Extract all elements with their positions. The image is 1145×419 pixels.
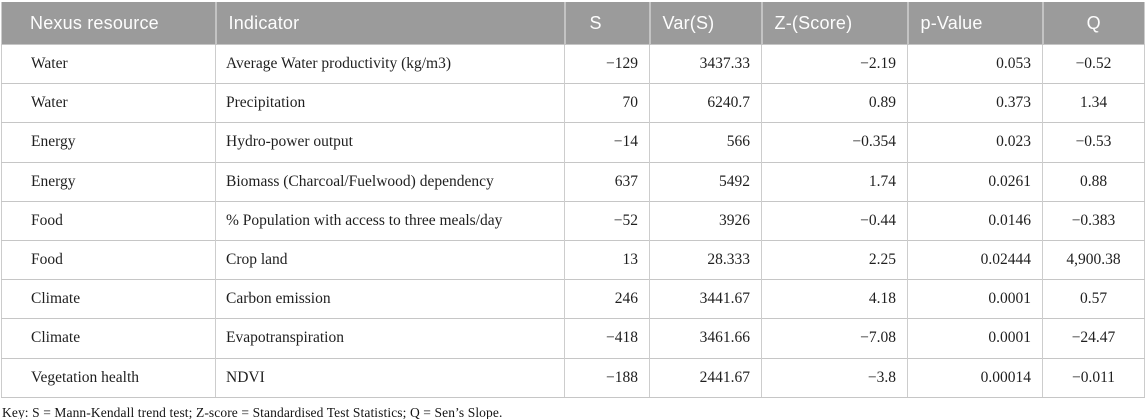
- mann-kendall-results-table: Nexus resource Indicator S Var(S) Z-(Sco…: [1, 2, 1145, 398]
- table-row: Water Precipitation 70 6240.7 0.89 0.373 1.34: [1, 83, 1145, 123]
- cell-q: −0.383: [1042, 200, 1145, 241]
- cell-s: −418: [564, 318, 650, 358]
- cell-q: −0.52: [1042, 43, 1145, 84]
- cell-var: 5492: [649, 161, 762, 202]
- cell-var: 3461.66: [649, 318, 762, 358]
- table-row: Water Average Water productivity (kg/m3) −…: [1, 43, 1145, 84]
- cell-q: −0.011: [1042, 357, 1145, 398]
- cell-q: 0.88: [1042, 161, 1145, 202]
- cell-resource: Energy: [1, 161, 216, 202]
- cell-s: 70: [564, 83, 650, 123]
- table-row: Energy Hydro-power output −14 566 −0.354 0.02…: [1, 122, 1145, 163]
- cell-z: −0.44: [761, 200, 908, 241]
- cell-p: 0.0001: [907, 318, 1043, 358]
- cell-var: 3441.67: [649, 279, 762, 319]
- cell-var: 6240.7: [649, 83, 762, 123]
- column-header-z-score: Z-(Score): [760, 2, 908, 45]
- cell-resource: Energy: [1, 122, 216, 163]
- cell-var: 566: [649, 122, 762, 163]
- table-row: Vegetation health NDVI −188 2441.67 −3.8 0.00…: [1, 357, 1145, 398]
- cell-p: 0.053: [907, 43, 1043, 84]
- cell-s: 246: [564, 279, 650, 319]
- column-header-nexus-resource: Nexus resource: [1, 2, 216, 45]
- cell-z: 4.18: [761, 279, 908, 319]
- cell-s: 637: [564, 161, 650, 202]
- cell-resource: Climate: [1, 318, 216, 358]
- table-header-row: Nexus resource Indicator S Var(S) Z-(Sco…: [1, 2, 1145, 45]
- cell-var: 28.333: [649, 239, 762, 280]
- cell-indicator: Evapotranspiration: [215, 318, 565, 358]
- cell-indicator: Carbon emission: [215, 279, 565, 319]
- cell-indicator: Precipitation: [215, 83, 565, 123]
- cell-q: 1.34: [1042, 83, 1145, 123]
- cell-indicator: Crop land: [215, 239, 565, 280]
- cell-p: 0.373: [907, 83, 1043, 123]
- cell-p: 0.023: [907, 122, 1043, 163]
- cell-z: −2.19: [761, 43, 908, 84]
- column-header-q: Q: [1041, 2, 1145, 45]
- table-row: Food% Population with access to three me…: [1, 200, 1145, 241]
- cell-p: 0.0146: [907, 200, 1043, 241]
- table-row: Energy Biomass (Charcoal/Fuelwood) depend…: [1, 161, 1145, 202]
- cell-resource: Vegetation health: [1, 357, 216, 398]
- cell-resource: Water: [1, 83, 216, 123]
- cell-s: −52: [564, 200, 650, 241]
- cell-z: 0.89: [761, 83, 908, 123]
- cell-q: 0.57: [1042, 279, 1145, 319]
- cell-resource: Water: [1, 43, 216, 84]
- table-body: Water Average Water productivity (kg/m3) −…: [1, 43, 1145, 398]
- cell-p: 0.0001: [907, 279, 1043, 319]
- cell-z: −0.354: [761, 122, 908, 163]
- cell-p: 0.02444: [907, 239, 1043, 280]
- cell-s: 13: [564, 239, 650, 280]
- cell-indicator: % Population with access to three meals/…: [215, 200, 565, 241]
- cell-q: 4,900.38: [1042, 239, 1145, 280]
- cell-s: −129: [564, 43, 650, 84]
- cell-resource: Food: [1, 239, 216, 280]
- cell-var: 2441.67: [649, 357, 762, 398]
- cell-var: 3926: [649, 200, 762, 241]
- cell-p: 0.0261: [907, 161, 1043, 202]
- column-header-var-s: Var(S): [648, 2, 762, 45]
- cell-z: 2.25: [761, 239, 908, 280]
- cell-q: −0.53: [1042, 122, 1145, 163]
- cell-z: 1.74: [761, 161, 908, 202]
- column-header-s: S: [563, 2, 650, 45]
- table-key-footnote: Key: S = Mann-Kendall trend test; Z-scor…: [2, 404, 503, 419]
- column-header-p-value: p-Value: [906, 2, 1043, 45]
- cell-s: −14: [564, 122, 650, 163]
- cell-z: −3.8: [761, 357, 908, 398]
- cell-resource: Climate: [1, 279, 216, 319]
- table-row: Climate Carbon emission 246 3441.67 4.18 0.00…: [1, 279, 1145, 319]
- cell-indicator: Average Water productivity (kg/m3): [215, 43, 565, 84]
- cell-indicator: Hydro-power output: [215, 122, 565, 163]
- table-row: Food Crop land 13 28.333 2.25 0.02444 4,900.38: [1, 239, 1145, 280]
- cell-z: −7.08: [761, 318, 908, 358]
- cell-indicator: Biomass (Charcoal/Fuelwood) dependency: [215, 161, 565, 202]
- cell-indicator: NDVI: [215, 357, 565, 398]
- cell-resource: Food: [1, 200, 216, 241]
- column-header-indicator: Indicator: [214, 2, 565, 45]
- cell-var: 3437.33: [649, 43, 762, 84]
- table-row: Climate Evapotranspiration −418 3461.66 −7.0…: [1, 318, 1145, 358]
- cell-s: −188: [564, 357, 650, 398]
- cell-q: −24.47: [1042, 318, 1145, 358]
- cell-p: 0.00014: [907, 357, 1043, 398]
